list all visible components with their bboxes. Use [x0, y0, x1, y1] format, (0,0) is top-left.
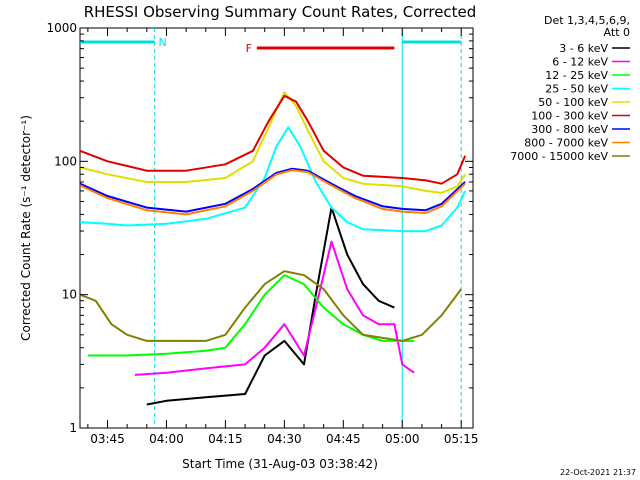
legend-label: 3 - 6 keV — [559, 42, 608, 55]
footer-timestamp: 22-Oct-2021 21:37 — [560, 468, 636, 477]
x-tick-label: 03:45 — [90, 432, 125, 446]
series-line-5 — [79, 94, 467, 185]
x-axis: 03:45 04:00 04:15 04:30 04:45 05:00 05:15 — [87, 28, 479, 446]
series-line-7 — [79, 169, 466, 216]
legend-label: 50 - 100 keV — [538, 96, 608, 109]
x-tick-label: 04:00 — [149, 432, 184, 446]
legend-header-line-2: Att 0 — [604, 26, 630, 39]
y-axis-label: Corrected Count Rate (s⁻¹ detector⁻¹) — [19, 115, 33, 341]
flag-label: N — [159, 36, 167, 49]
y-tick-label: 1 — [69, 421, 77, 435]
legend-label: 800 - 7000 keV — [524, 137, 608, 150]
y-tick-label: 1000 — [46, 21, 77, 35]
series-line-1 — [134, 240, 415, 376]
legend-label: 7000 - 15000 keV — [510, 150, 608, 163]
legend-label: 6 - 12 keV — [552, 56, 608, 69]
legend-label: 25 - 50 keV — [545, 83, 608, 96]
series-line-6 — [79, 167, 466, 213]
x-tick-label: 04:15 — [208, 432, 243, 446]
plot-frame — [79, 27, 474, 429]
x-tick-label: 04:30 — [267, 432, 302, 446]
flag-label: F — [246, 42, 252, 55]
legend-header-line-1: Det 1,3,4,5,6,9, — [544, 14, 630, 27]
legend-label: 300 - 800 keV — [531, 123, 608, 136]
x-tick-label: 04:45 — [326, 432, 361, 446]
x-tick-label: 05:00 — [385, 432, 420, 446]
series-line-2 — [87, 274, 415, 357]
y-axis: 1 10 100 1000 — [46, 21, 473, 435]
chart-title: RHESSI Observing Summary Count Rates, Co… — [84, 3, 477, 21]
x-tick-label: 05:15 — [444, 432, 479, 446]
series-line-0 — [146, 206, 395, 406]
series-line-8 — [79, 270, 463, 342]
legend-label: 100 - 300 keV — [531, 110, 608, 123]
y-tick-label: 100 — [54, 154, 77, 168]
x-axis-label: Start Time (31-Aug-03 03:38:42) — [182, 457, 378, 471]
series-lines — [79, 91, 467, 406]
legend-label: 12 - 25 keV — [545, 69, 608, 82]
series-line-3 — [79, 126, 467, 233]
series-line-4 — [79, 91, 466, 194]
y-tick-label: 10 — [62, 288, 77, 302]
